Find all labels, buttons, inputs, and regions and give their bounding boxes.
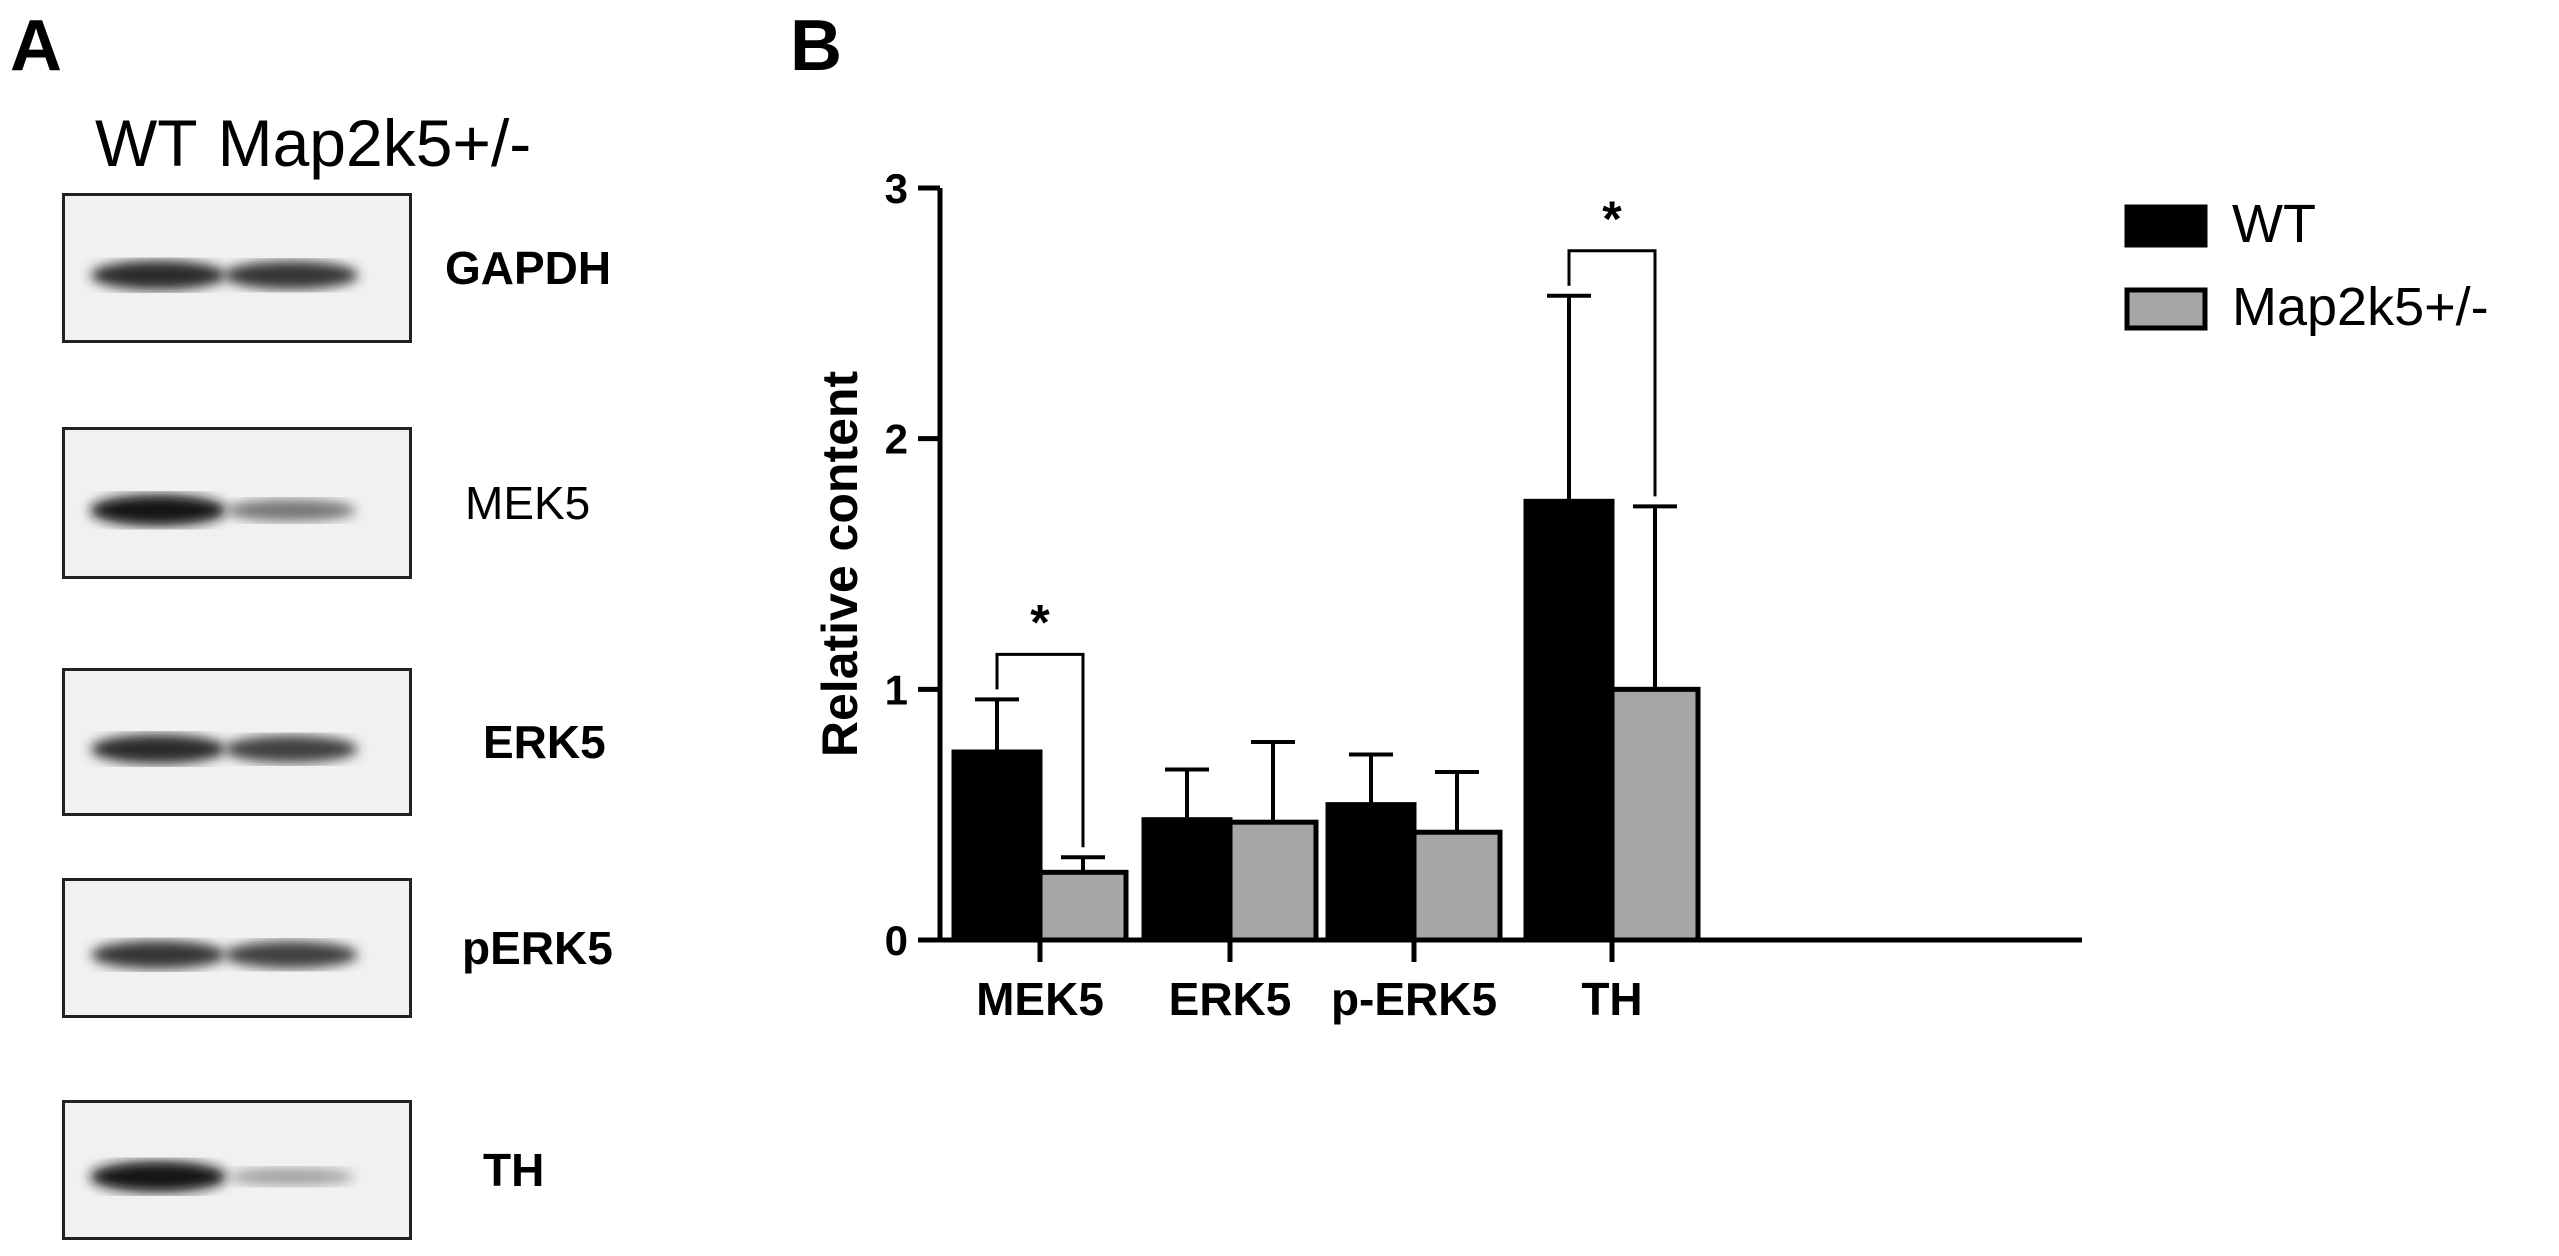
bar-wt-th [1523, 498, 1615, 943]
bar-wt-mek5 [951, 749, 1043, 943]
significance-bracket [1567, 249, 1657, 497]
blot-band [91, 940, 226, 969]
significance-bracket [995, 652, 1085, 848]
panel-letter-a: A [10, 6, 62, 86]
bar-map2k5--th [1609, 686, 1701, 943]
bar-chart: 0 1 2 3 Relative content MEK5 ERK5 p-ERK5 TH * * WT… [760, 140, 2555, 1140]
bar-wt-p-erk5 [1325, 802, 1417, 943]
x-tick-label: TH [1581, 973, 1642, 1025]
blot-strip-perk5 [62, 878, 412, 1018]
blot-band [90, 260, 226, 290]
panel-letter-b: B [790, 6, 842, 86]
blot-band [227, 1167, 355, 1186]
blot-band [223, 260, 359, 290]
blot-band [224, 735, 358, 763]
blot-band [89, 1160, 227, 1193]
lane-label-wt: WT [95, 106, 198, 180]
blot-band [224, 941, 358, 969]
legend-swatch [2124, 204, 2208, 248]
blot-lane-labels: WT Map2k5+/- [95, 110, 531, 176]
blot-strip-erk5 [62, 668, 412, 816]
blot-strip-th [62, 1100, 412, 1240]
blot-band [226, 499, 356, 522]
legend-swatch [2124, 287, 2208, 331]
blot-label-th: TH [483, 1144, 545, 1196]
blot-strip-mek5 [62, 427, 412, 579]
blot-band [89, 494, 227, 527]
y-tick-label: 1 [885, 666, 908, 713]
bar-wt-erk5 [1141, 817, 1233, 943]
x-tick-label: ERK5 [1169, 973, 1292, 1025]
bar-chart-svg: 0 1 2 3 Relative content MEK5 ERK5 p-ERK5 TH * * WT… [812, 165, 2489, 1025]
lane-label-map2k5: Map2k5+/- [217, 106, 532, 180]
blot-label-perk5: pERK5 [462, 922, 613, 974]
blot-band [90, 734, 226, 764]
legend-label: WT [2232, 194, 2316, 254]
x-tick-label: p-ERK5 [1331, 973, 1497, 1025]
bar-map2k5--mek5 [1037, 869, 1129, 943]
blot-label-erk5: ERK5 [483, 716, 606, 768]
y-tick-label: 2 [885, 416, 908, 463]
legend-label: Map2k5+/- [2232, 277, 2489, 337]
bar-map2k5--p-erk5 [1411, 829, 1503, 943]
blot-label-mek5: MEK5 [465, 477, 591, 529]
y-axis-title: Relative content [812, 371, 868, 758]
bar-map2k5--erk5 [1227, 819, 1319, 943]
significance-marker: * [1030, 594, 1050, 650]
blot-strip-gapdh [62, 193, 412, 343]
significance-marker: * [1602, 191, 1622, 247]
x-tick-label: MEK5 [976, 973, 1104, 1025]
y-tick-label: 0 [885, 917, 908, 964]
y-tick-label: 3 [885, 165, 908, 212]
blot-label-gapdh: GAPDH [445, 242, 612, 294]
